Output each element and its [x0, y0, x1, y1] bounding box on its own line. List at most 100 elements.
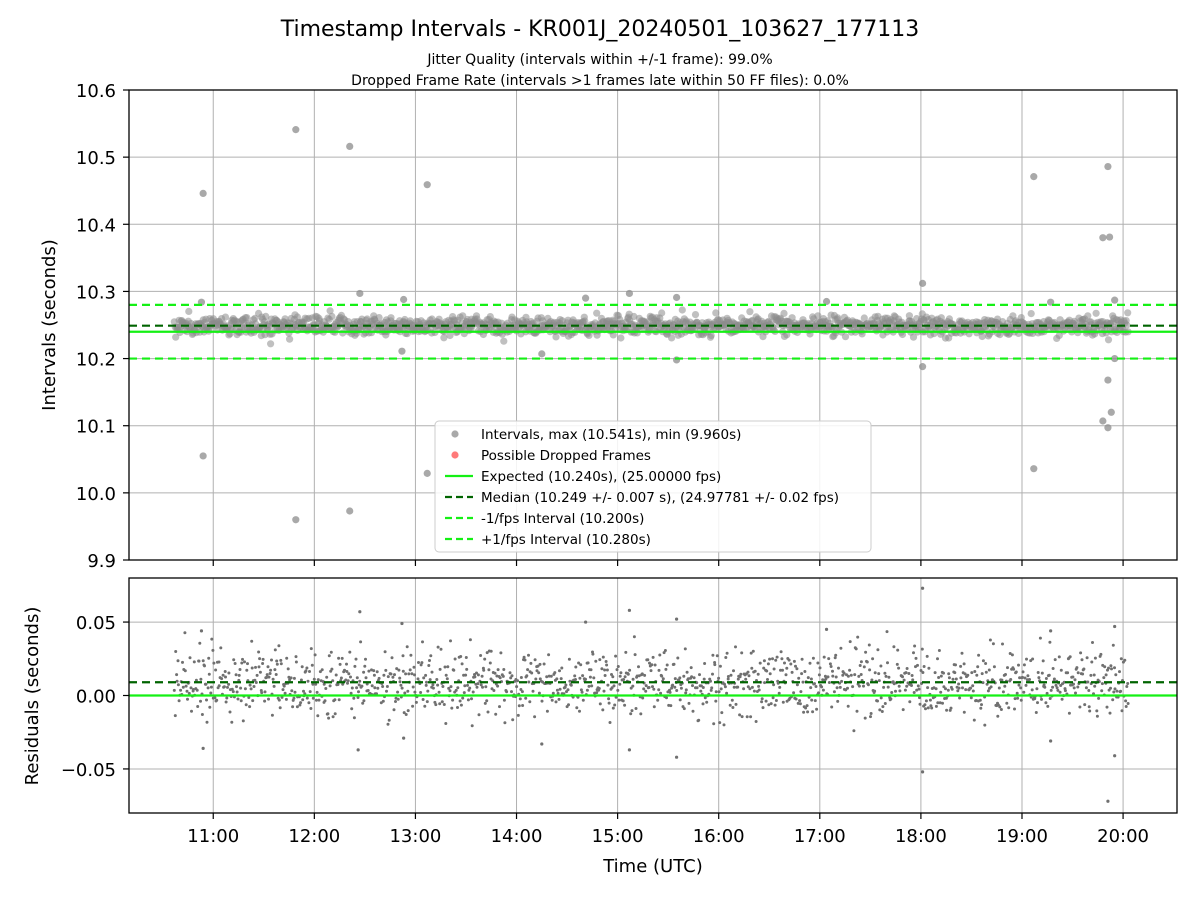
residual-point: [894, 689, 897, 693]
residual-point: [897, 666, 901, 670]
residual-point: [1043, 685, 1047, 689]
residual-point: [713, 663, 717, 667]
x-tick-label: 16:00: [693, 826, 745, 847]
residual-point: [868, 668, 872, 672]
residual-point: [686, 677, 690, 681]
residual-point: [939, 690, 943, 694]
residual-point: [421, 698, 425, 701]
residual-point: [1109, 664, 1113, 668]
residual-point: [508, 671, 512, 675]
residual-point: [1007, 706, 1011, 710]
residual-point: [701, 702, 705, 706]
residual-point: [529, 661, 533, 665]
residual-point: [1013, 697, 1017, 701]
residual-point: [1055, 686, 1059, 690]
residual-point: [616, 665, 620, 668]
residual-point: [487, 668, 491, 672]
residual-point: [1001, 642, 1004, 646]
residual-point: [856, 635, 860, 639]
residual-point: [629, 712, 633, 716]
residual-point: [315, 690, 319, 694]
residual-point: [621, 699, 625, 703]
residual-point: [957, 682, 961, 686]
residual-point: [1089, 673, 1093, 677]
residual-point: [1087, 689, 1091, 692]
residual-point: [502, 698, 506, 702]
residual-point: [359, 640, 363, 644]
interval-outlier-point: [346, 507, 354, 515]
residual-point: [795, 683, 799, 687]
interval-point: [221, 313, 230, 321]
residual-point: [435, 678, 439, 681]
residual-point: [822, 655, 826, 659]
residual-point: [1088, 709, 1092, 713]
residual-point: [547, 653, 551, 657]
residual-point: [203, 664, 206, 668]
residual-point: [556, 691, 560, 695]
residual-point: [671, 683, 675, 687]
residual-point: [437, 690, 441, 694]
residual-point: [910, 684, 913, 687]
interval-point: [286, 335, 294, 343]
residual-point: [849, 673, 853, 677]
interval-point: [581, 317, 589, 325]
x-tick-label: 15:00: [592, 826, 644, 847]
residual-point: [542, 662, 546, 666]
residual-point: [886, 661, 889, 665]
residual-point: [278, 706, 282, 710]
residual-point: [226, 685, 229, 689]
residual-point: [530, 671, 534, 675]
residual-point: [340, 656, 344, 660]
y-tick-label: 10.4: [76, 215, 116, 236]
residual-point: [234, 673, 238, 677]
residual-point: [685, 670, 689, 674]
residual-point: [176, 659, 180, 663]
residual-point: [1051, 667, 1055, 670]
residuals-y-axis-label: Residuals (seconds): [22, 607, 43, 786]
residual-point: [199, 677, 203, 681]
interval-outlier-point: [1104, 424, 1112, 432]
residual-point: [985, 682, 989, 686]
residual-point: [1071, 675, 1075, 679]
residual-point: [356, 696, 360, 699]
residual-point: [959, 676, 963, 680]
residual-point: [739, 672, 743, 676]
residual-point: [545, 709, 549, 713]
residual-point: [780, 657, 784, 661]
residual-point: [527, 680, 531, 684]
residual-point: [574, 665, 578, 669]
residual-point: [896, 648, 900, 652]
residual-point: [516, 679, 520, 683]
residual-point: [531, 689, 535, 693]
residual-point: [352, 696, 356, 700]
residual-outlier-point: [920, 770, 925, 774]
residual-point: [393, 673, 396, 677]
residual-point: [442, 703, 446, 706]
residual-point: [355, 686, 359, 690]
residual-point: [936, 701, 940, 705]
residual-point: [254, 681, 258, 684]
residual-point: [270, 713, 274, 717]
residual-point: [1076, 671, 1080, 675]
residual-point: [540, 699, 544, 703]
interval-point: [446, 331, 454, 340]
interval-point: [328, 312, 336, 320]
interval-point: [691, 311, 700, 319]
residual-point: [559, 677, 563, 681]
residual-point: [175, 673, 179, 677]
residual-point: [404, 713, 408, 716]
residual-point: [373, 686, 377, 690]
residual-point: [205, 720, 209, 724]
residual-point: [792, 659, 796, 663]
residual-point: [619, 671, 623, 675]
residual-point: [614, 654, 618, 658]
residual-point: [697, 718, 701, 722]
residual-point: [675, 689, 679, 692]
interval-outlier-point: [292, 516, 300, 524]
residual-point: [243, 687, 247, 691]
residual-point: [944, 696, 948, 700]
residual-point: [379, 701, 383, 705]
residual-point: [204, 682, 208, 686]
residual-point: [897, 684, 901, 688]
residual-point: [801, 680, 805, 684]
